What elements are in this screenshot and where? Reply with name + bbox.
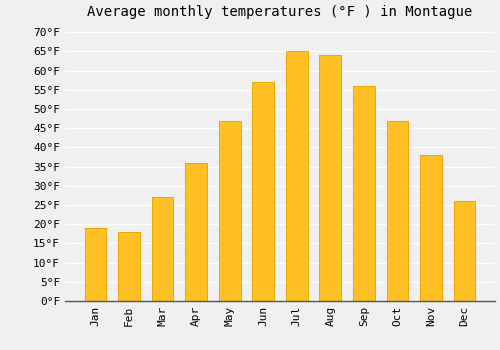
Bar <box>84 228 106 301</box>
Bar <box>454 201 475 301</box>
Bar <box>152 197 174 301</box>
Bar <box>420 155 442 301</box>
Bar <box>320 55 341 301</box>
Bar <box>353 86 375 301</box>
Bar <box>219 120 240 301</box>
Bar <box>118 232 140 301</box>
Bar <box>252 82 274 301</box>
Bar <box>286 51 308 301</box>
Title: Average monthly temperatures (°F ) in Montague: Average monthly temperatures (°F ) in Mo… <box>88 5 472 19</box>
Bar <box>185 163 207 301</box>
Bar <box>386 120 408 301</box>
